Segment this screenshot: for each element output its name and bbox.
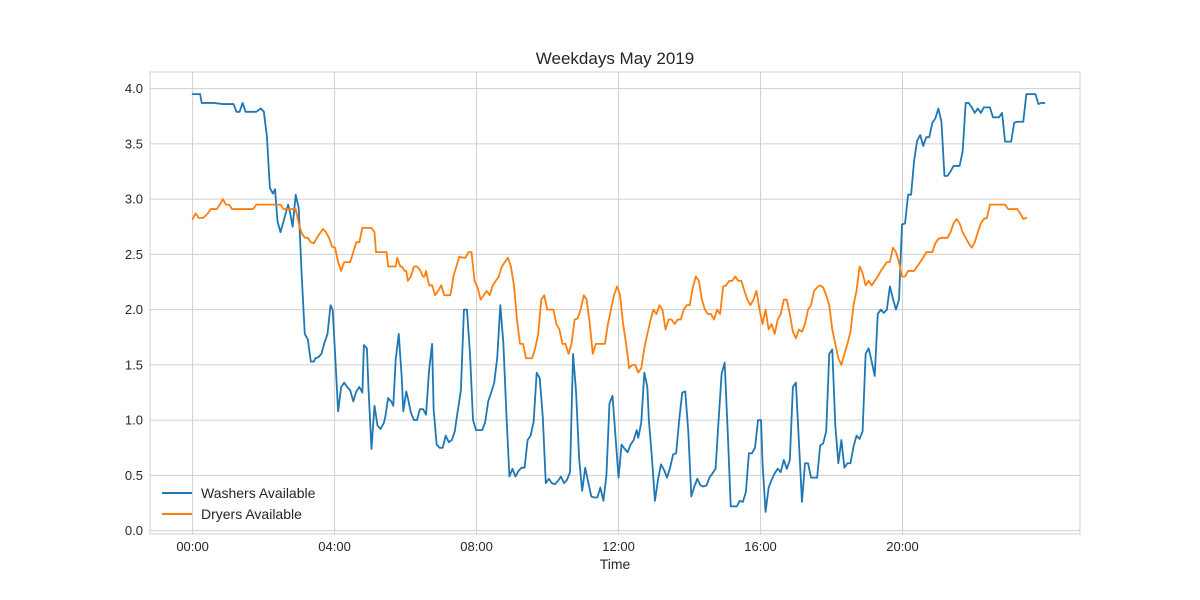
x-tick-label: 16:00 xyxy=(744,539,777,554)
y-axis-ticks: 0.0 0.5 1.0 1.5 2.0 2.5 3.0 3.5 4.0 xyxy=(125,81,143,538)
y-tick-label: 1.0 xyxy=(125,413,143,428)
x-tick-label: 04:00 xyxy=(318,539,351,554)
y-tick-label: 3.5 xyxy=(125,136,143,151)
legend-label-washers: Washers Available xyxy=(201,485,316,501)
series-lines xyxy=(191,93,1046,513)
x-axis-label: Time xyxy=(600,556,631,572)
legend: Washers Available Dryers Available xyxy=(162,485,316,522)
y-tick-label: 2.0 xyxy=(125,302,143,317)
x-tick-label: 12:00 xyxy=(602,539,635,554)
x-tick-label: 20:00 xyxy=(886,539,919,554)
series-line-dryers xyxy=(191,198,1028,374)
x-axis-ticks: 00:00 04:00 08:00 12:00 16:00 20:00 xyxy=(176,539,918,554)
y-tick-label: 4.0 xyxy=(125,81,143,96)
y-tick-label: 0.5 xyxy=(125,468,143,483)
plot-frame xyxy=(149,71,1081,535)
x-tick-label: 08:00 xyxy=(460,539,493,554)
y-tick-label: 3.0 xyxy=(125,192,143,207)
legend-label-dryers: Dryers Available xyxy=(201,506,302,522)
x-tick-label: 00:00 xyxy=(176,539,209,554)
y-tick-label: 1.5 xyxy=(125,357,143,372)
chart-title: Weekdays May 2019 xyxy=(536,49,694,68)
y-tick-label: 2.5 xyxy=(125,247,143,262)
plot-area xyxy=(150,72,1080,534)
series-line-washers xyxy=(191,93,1046,513)
y-tick-label: 0.0 xyxy=(125,523,143,538)
